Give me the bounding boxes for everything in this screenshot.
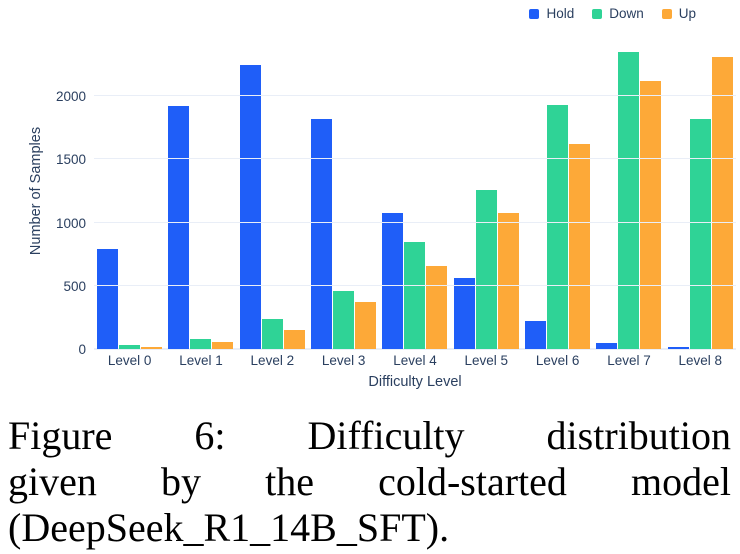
- x-axis-title: Difficulty Level: [368, 374, 462, 390]
- bar-down-level-8: [689, 118, 711, 349]
- y-tick-label-1000: 1000: [55, 215, 86, 231]
- bar-down-level-1: [190, 338, 212, 349]
- gridline-500: [94, 284, 736, 286]
- caption-line-3: (DeepSeek_R1_14B_SFT).: [8, 505, 450, 550]
- bar-group-level-4: [379, 33, 450, 349]
- bar-group-level-0: [94, 33, 165, 349]
- x-tick-label-level-5: Level 5: [464, 353, 509, 368]
- bar-up-level-3: [355, 302, 377, 349]
- bar-group-level-7: [593, 33, 664, 349]
- bar-down-level-5: [475, 189, 497, 349]
- bar-group-level-5: [451, 33, 522, 349]
- bar-hold-level-5: [453, 278, 475, 349]
- x-tick-label-level-0: Level 0: [107, 353, 152, 368]
- legend-swatch-down: [592, 8, 603, 19]
- chart-legend: Hold Down Up: [529, 6, 696, 21]
- bar-up-level-6: [569, 144, 591, 349]
- legend-label: Hold: [546, 6, 575, 21]
- y-tick-label-0: 0: [78, 342, 86, 357]
- x-axis-ticks: Level 0 Level 1 Level 2 Level 3 Level 4 Level…: [94, 353, 736, 368]
- bar-hold-level-8: [667, 347, 689, 349]
- y-axis-ticks: 0 500 1000 1500 2000: [0, 33, 86, 357]
- bar-up-level-1: [212, 342, 234, 349]
- bar-down-level-0: [119, 345, 141, 349]
- bar-groups: [94, 33, 736, 349]
- bar-up-level-7: [640, 81, 662, 349]
- caption-line-2: given by the cold-started model: [8, 459, 731, 504]
- bar-up-level-0: [141, 347, 163, 349]
- legend-item-down: Down: [592, 6, 644, 21]
- legend-label: Up: [678, 6, 696, 21]
- bar-down-level-7: [618, 51, 640, 349]
- bar-up-level-2: [283, 330, 305, 349]
- bar-down-level-3: [333, 290, 355, 349]
- bar-group-level-8: [665, 33, 736, 349]
- figure-caption: Figure 6: Difficulty distribution given …: [8, 413, 731, 551]
- y-tick-label-1500: 1500: [55, 152, 86, 168]
- bar-hold-level-2: [239, 64, 261, 349]
- x-tick-label-level-1: Level 1: [179, 353, 223, 368]
- x-tick-label-level-7: Level 7: [607, 353, 651, 368]
- gridline-2000: [94, 95, 736, 97]
- x-tick-label-level-8: Level 8: [678, 353, 723, 368]
- bar-chart: Hold Down Up Number of Samples 0 500 1000 150…: [0, 6, 736, 390]
- bar-up-level-4: [426, 265, 448, 349]
- x-tick-label-level-6: Level 6: [535, 353, 580, 368]
- bar-up-level-8: [711, 57, 733, 349]
- bar-hold-level-1: [168, 106, 190, 349]
- legend-label: Down: [609, 6, 644, 21]
- legend-item-up: Up: [661, 6, 696, 21]
- x-axis-line: [94, 348, 736, 350]
- bar-group-level-6: [522, 33, 593, 349]
- bar-down-level-6: [547, 105, 569, 349]
- gridline-1000: [94, 221, 736, 223]
- caption-line-1: Figure 6: Difficulty distribution: [8, 413, 731, 458]
- plot-area: [94, 33, 736, 350]
- bar-hold-level-0: [97, 249, 119, 349]
- legend-swatch-hold: [529, 8, 540, 19]
- y-tick-label-2000: 2000: [55, 89, 86, 105]
- bar-group-level-3: [308, 33, 379, 349]
- bar-down-level-2: [261, 318, 283, 349]
- gridline-1500: [94, 158, 736, 160]
- bar-group-level-2: [237, 33, 308, 349]
- legend-swatch-up: [661, 8, 672, 19]
- x-tick-label-level-3: Level 3: [321, 353, 366, 368]
- x-tick-label-level-2: Level 2: [250, 353, 295, 368]
- bar-up-level-5: [497, 213, 519, 349]
- bar-hold-level-3: [311, 118, 333, 349]
- x-tick-label-level-4: Level 4: [393, 353, 437, 368]
- y-tick-label-500: 500: [63, 278, 86, 294]
- bar-hold-level-7: [596, 343, 618, 349]
- bar-hold-level-4: [382, 212, 404, 349]
- bar-down-level-4: [404, 241, 426, 349]
- legend-item-hold: Hold: [529, 6, 574, 21]
- bar-group-level-1: [165, 33, 236, 349]
- bar-hold-level-6: [525, 321, 547, 349]
